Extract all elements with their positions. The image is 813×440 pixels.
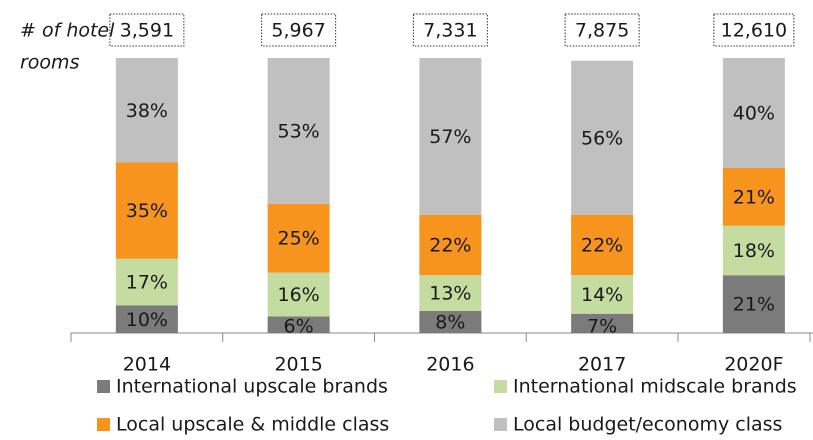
legend-label: International upscale brands [116,376,388,398]
bar-segment [267,272,330,317]
total-label: 5,967 [271,20,325,42]
bar-segment [419,214,482,276]
bar-segment [722,58,785,168]
bar-segment [571,60,634,215]
total-label: 3,591 [120,20,174,42]
bar-segment [571,214,634,276]
legend-swatch [494,380,507,393]
annotation: # of hotel [20,20,115,42]
data-label: 53% [278,120,320,142]
legend-label: Local upscale & middle class [116,414,389,436]
data-label: 56% [581,127,623,149]
bar-segment [722,225,785,276]
data-label: 22% [581,235,623,257]
data-label: 8% [435,312,465,334]
legend-label: Local budget/economy class [513,414,782,436]
total-box [564,13,640,47]
x-tick-label: 2016 [426,354,474,376]
total-label: 7,331 [423,20,477,42]
bar-segment [115,58,178,163]
x-tick-label: 2017 [578,354,626,376]
bar-segment [571,275,634,314]
data-label: 21% [733,294,775,316]
annotation: rooms [20,52,80,74]
total-box [412,13,488,47]
bar-segment [115,305,178,333]
data-label: 6% [284,316,314,338]
bar-segment [267,203,330,273]
legend-swatch [494,418,507,431]
data-label: 40% [733,103,775,125]
data-label: 38% [126,100,168,122]
data-label: 25% [278,228,320,250]
data-label: 18% [733,240,775,262]
x-tick-label: 2020F [724,354,783,376]
legend-swatch [97,380,110,393]
bar-segment [419,58,482,215]
x-tick-label: 2014 [123,354,171,376]
total-label: 12,610 [721,20,787,42]
bar-segment [722,275,785,333]
total-label: 7,875 [575,20,629,42]
data-label: 17% [126,272,168,294]
bar-segment [722,168,785,226]
bar-segment [115,162,178,259]
legend-swatch [97,418,110,431]
data-label: 10% [126,309,168,331]
bar-segment [419,311,482,333]
bar-segment [571,313,634,333]
bar-segment [115,258,178,306]
bar-segment [267,316,330,333]
total-box [109,13,185,47]
total-box [261,13,337,47]
legend-label: International midscale brands [513,376,797,398]
data-label: 21% [733,186,775,208]
total-box [713,13,795,47]
data-label: 35% [126,200,168,222]
bar-segment [419,275,482,311]
data-label: 14% [581,284,623,306]
bar-segment [267,58,330,204]
data-label: 16% [278,284,320,306]
x-tick-label: 2015 [274,354,322,376]
data-label: 22% [429,235,471,257]
data-label: 57% [429,126,471,148]
data-label: 7% [587,316,617,338]
data-label: 13% [429,283,471,305]
